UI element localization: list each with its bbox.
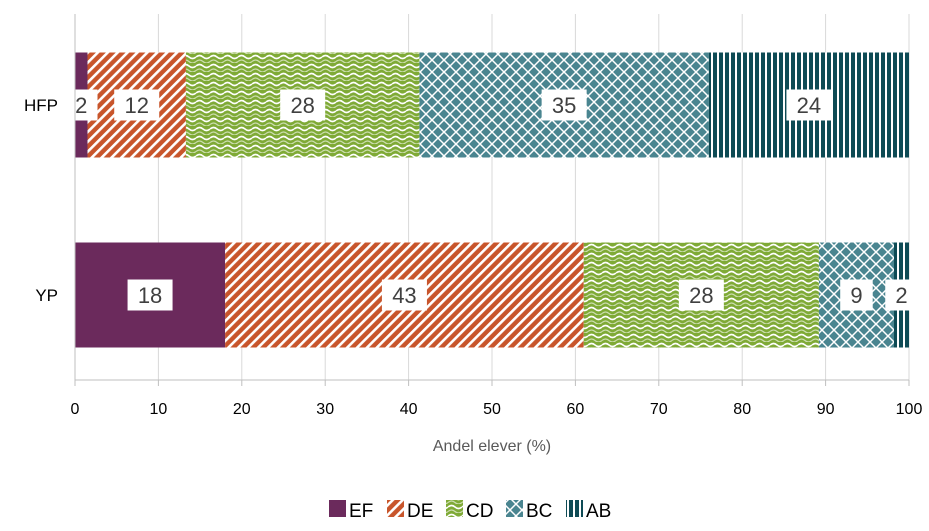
x-tick-label: 100 xyxy=(896,401,923,418)
data-label-box xyxy=(678,279,724,311)
data-label-box xyxy=(65,89,98,121)
data-label: 28 xyxy=(678,279,724,311)
data-label-box xyxy=(541,89,587,121)
legend-swatch xyxy=(506,500,523,517)
data-label-box xyxy=(381,279,427,311)
data-label-text: 18 xyxy=(138,283,162,308)
x-tick-label: 30 xyxy=(316,401,334,418)
x-tick-label: 70 xyxy=(650,401,668,418)
data-label: 12 xyxy=(114,89,160,121)
legend-swatch xyxy=(446,500,463,517)
category-label: HFP xyxy=(24,96,58,115)
data-label: 18 xyxy=(127,279,173,311)
data-label: 2 xyxy=(65,89,98,121)
x-tick-label: 40 xyxy=(400,401,418,418)
legend-item-ef: EF xyxy=(329,500,373,522)
data-label: 9 xyxy=(840,279,873,311)
legend-item-cd: CD xyxy=(446,500,493,522)
legend-swatch xyxy=(387,500,404,517)
data-label-text: 24 xyxy=(797,93,821,118)
legend: EF DE CD BC AB xyxy=(329,500,611,522)
legend-label: BC xyxy=(526,501,552,522)
category-label: YP xyxy=(35,286,58,305)
x-tick-label: 90 xyxy=(817,401,835,418)
legend-label: EF xyxy=(349,501,373,522)
data-label-text: 2 xyxy=(895,283,907,308)
data-label: 24 xyxy=(786,89,832,121)
x-axis-title: Andel elever (%) xyxy=(433,438,551,455)
x-tick-label: 20 xyxy=(233,401,251,418)
x-tick-label: 80 xyxy=(733,401,751,418)
data-label-text: 43 xyxy=(392,283,416,308)
data-label-text: 28 xyxy=(689,283,713,308)
y-axis-categories: HFP YP xyxy=(24,96,58,305)
data-label-text: 12 xyxy=(124,93,148,118)
legend-swatch xyxy=(329,500,346,517)
data-label-box xyxy=(885,279,918,311)
legend-item-ab: AB xyxy=(566,500,611,522)
data-label-text: 2 xyxy=(75,93,87,118)
data-label: 43 xyxy=(381,279,427,311)
x-tick-label: 0 xyxy=(71,401,80,418)
legend-label: AB xyxy=(586,501,611,522)
data-label-box xyxy=(280,89,326,121)
x-tick-label: 60 xyxy=(567,401,585,418)
data-label: 2 xyxy=(885,279,918,311)
legend-label: CD xyxy=(466,501,493,522)
legend-item-de: DE xyxy=(387,500,433,522)
data-label-text: 9 xyxy=(850,283,862,308)
legend-item-bc: BC xyxy=(506,500,552,522)
legend-label: DE xyxy=(407,501,433,522)
data-label: 28 xyxy=(280,89,326,121)
data-label-box xyxy=(127,279,173,311)
x-axis: 0 10 20 30 40 50 60 70 80 90 100 xyxy=(71,14,923,418)
data-label-text: 35 xyxy=(552,93,576,118)
x-tick-label: 10 xyxy=(150,401,168,418)
data-label: 35 xyxy=(541,89,587,121)
data-labels-group: 2 12 28 35 24 18 43 28 9 2 xyxy=(65,89,918,311)
data-label-box xyxy=(840,279,873,311)
legend-swatch xyxy=(566,500,583,517)
data-label-text: 28 xyxy=(290,93,314,118)
data-label-box xyxy=(114,89,160,121)
bars-group xyxy=(75,52,909,348)
x-tick-label: 50 xyxy=(483,401,501,418)
data-label-box xyxy=(786,89,832,121)
